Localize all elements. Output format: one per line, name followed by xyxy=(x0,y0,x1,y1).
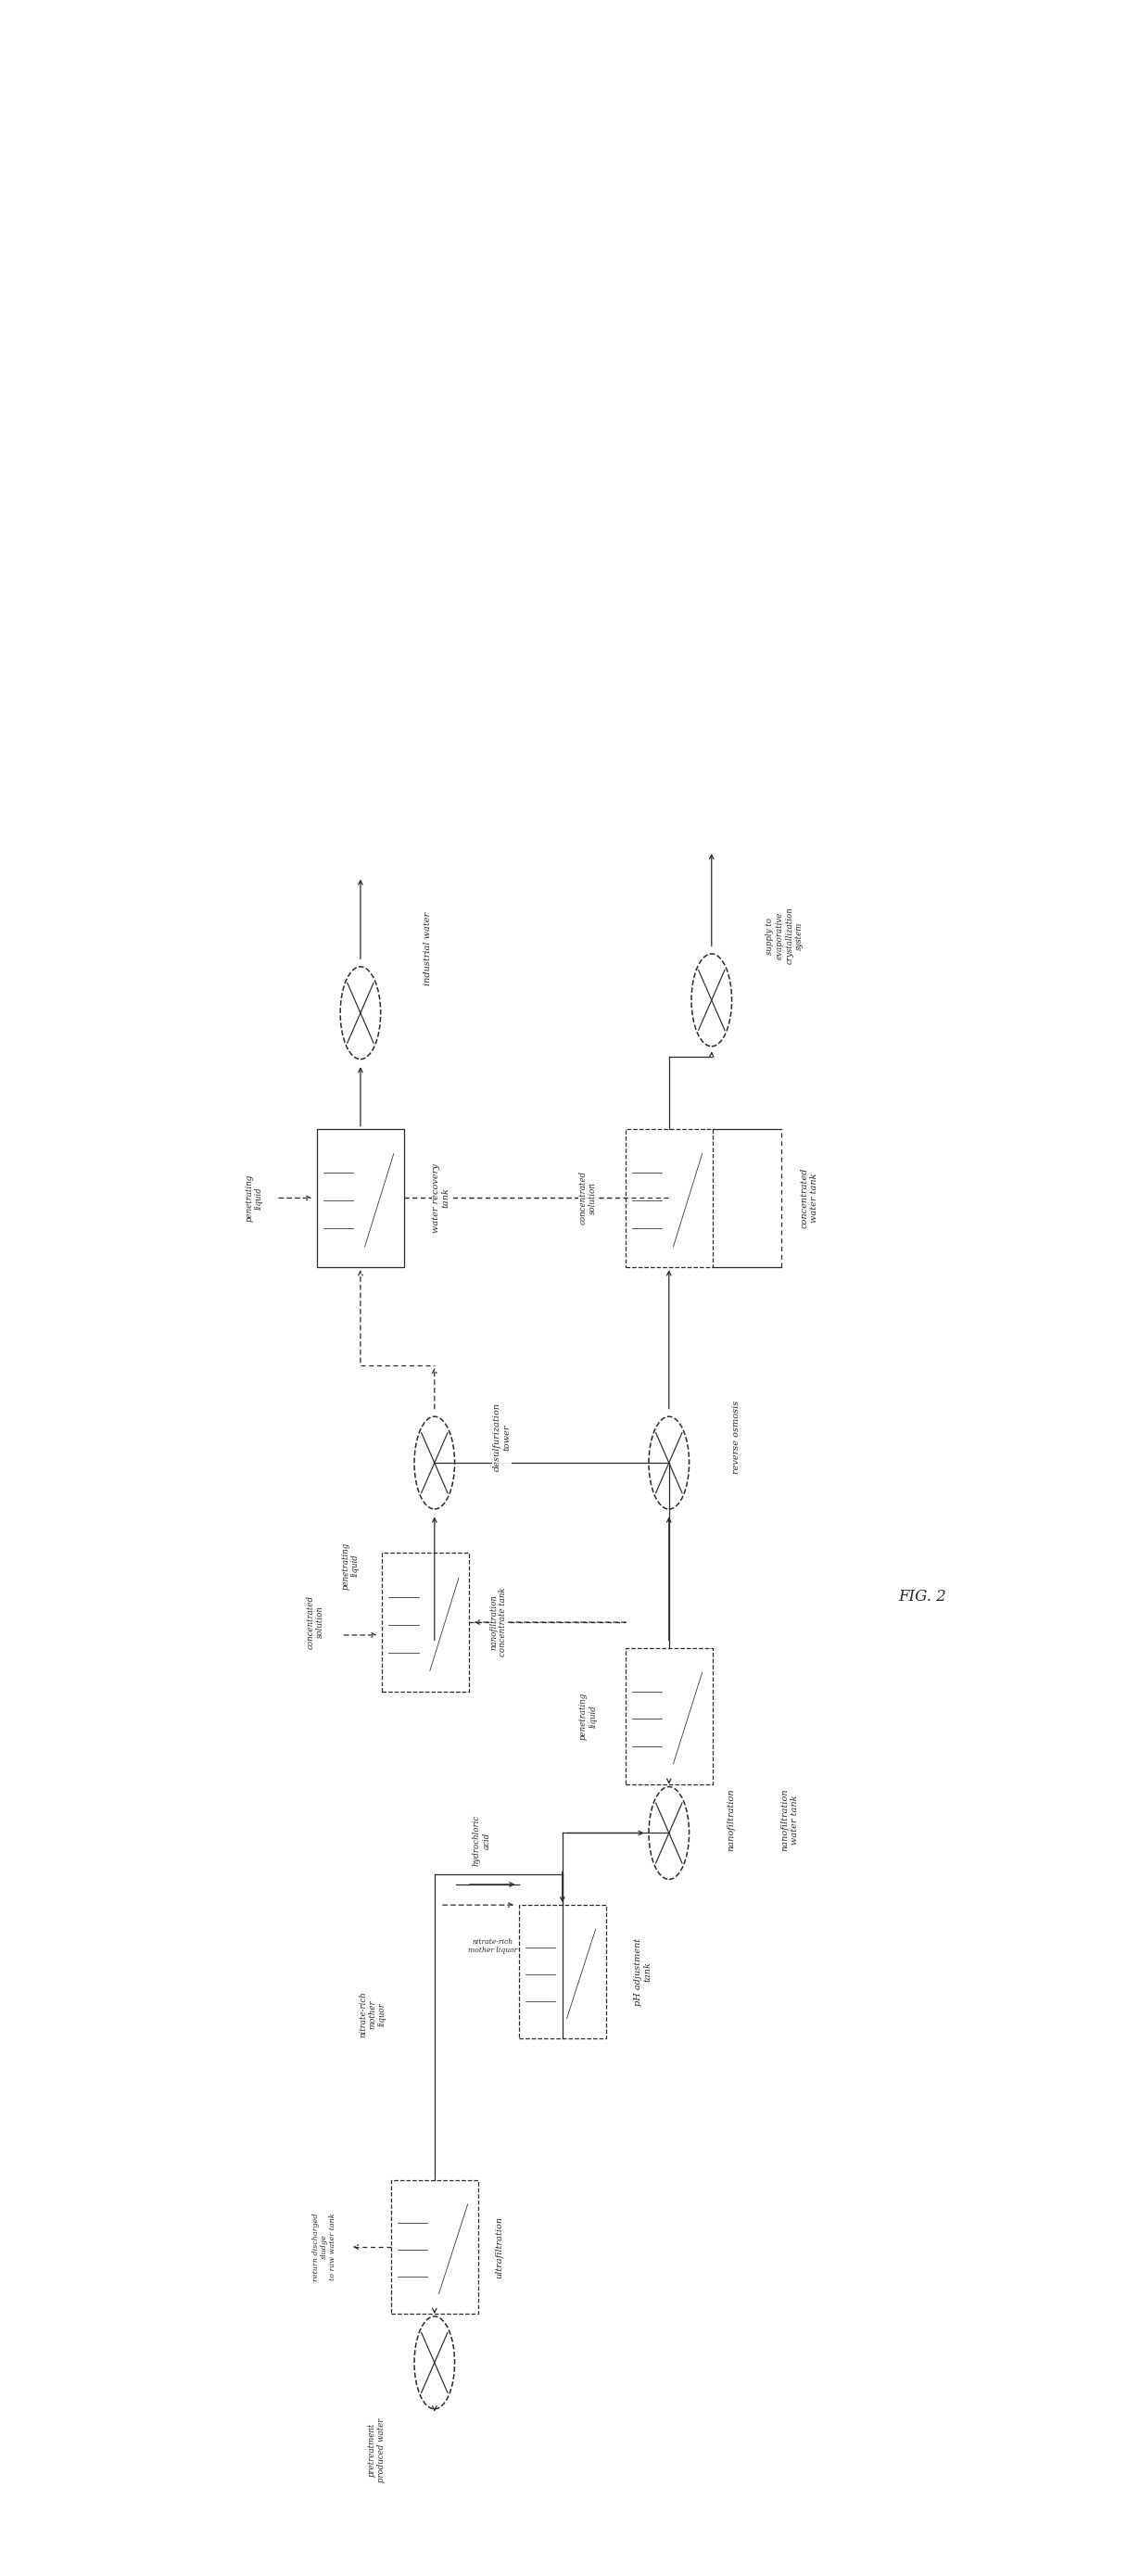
Text: nitrate-rich
mother liquor: nitrate-rich mother liquor xyxy=(468,1937,517,1955)
Text: pH adjustment
tank: pH adjustment tank xyxy=(635,1937,653,2007)
Text: penetrating
liquid: penetrating liquid xyxy=(245,1175,263,1221)
Text: nanofiltration: nanofiltration xyxy=(727,1788,735,1852)
Text: nanofiltration
water tank: nanofiltration water tank xyxy=(781,1788,799,1852)
Text: nanofiltration
concentrate tank: nanofiltration concentrate tank xyxy=(489,1587,507,1656)
Text: hydrochloric
acid: hydrochloric acid xyxy=(472,1816,490,1868)
Text: return discharged
sludge
to raw water tank: return discharged sludge to raw water ta… xyxy=(312,2213,337,2280)
Bar xyxy=(317,1128,405,1267)
Text: water recovery
tank: water recovery tank xyxy=(433,1164,450,1234)
Bar xyxy=(391,2179,478,2313)
Bar xyxy=(625,1128,712,1267)
Bar xyxy=(382,1553,469,1692)
Text: FIG. 2: FIG. 2 xyxy=(898,1589,947,1605)
Text: supply to
evaporative
crystallization
system: supply to evaporative crystallization sy… xyxy=(766,907,804,963)
Text: reverse osmosis: reverse osmosis xyxy=(733,1401,740,1473)
Text: concentrated
solution: concentrated solution xyxy=(307,1595,325,1649)
Text: concentrated
water tank: concentrated water tank xyxy=(800,1167,818,1229)
Text: penetrating
liquid: penetrating liquid xyxy=(579,1692,597,1739)
Text: ultrafiltration: ultrafiltration xyxy=(496,2215,504,2277)
Bar xyxy=(518,1906,606,2038)
Text: penetrating
liquid: penetrating liquid xyxy=(341,1543,360,1589)
Text: nitrate-rich
mother
liquor: nitrate-rich mother liquor xyxy=(360,1991,387,2038)
Text: desulfurization
tower: desulfurization tower xyxy=(492,1404,511,1471)
Text: industrial water: industrial water xyxy=(424,912,432,987)
Bar xyxy=(625,1649,712,1785)
Text: pretreatment
produced water: pretreatment produced water xyxy=(367,2419,385,2483)
Text: concentrated
solution: concentrated solution xyxy=(579,1172,597,1226)
